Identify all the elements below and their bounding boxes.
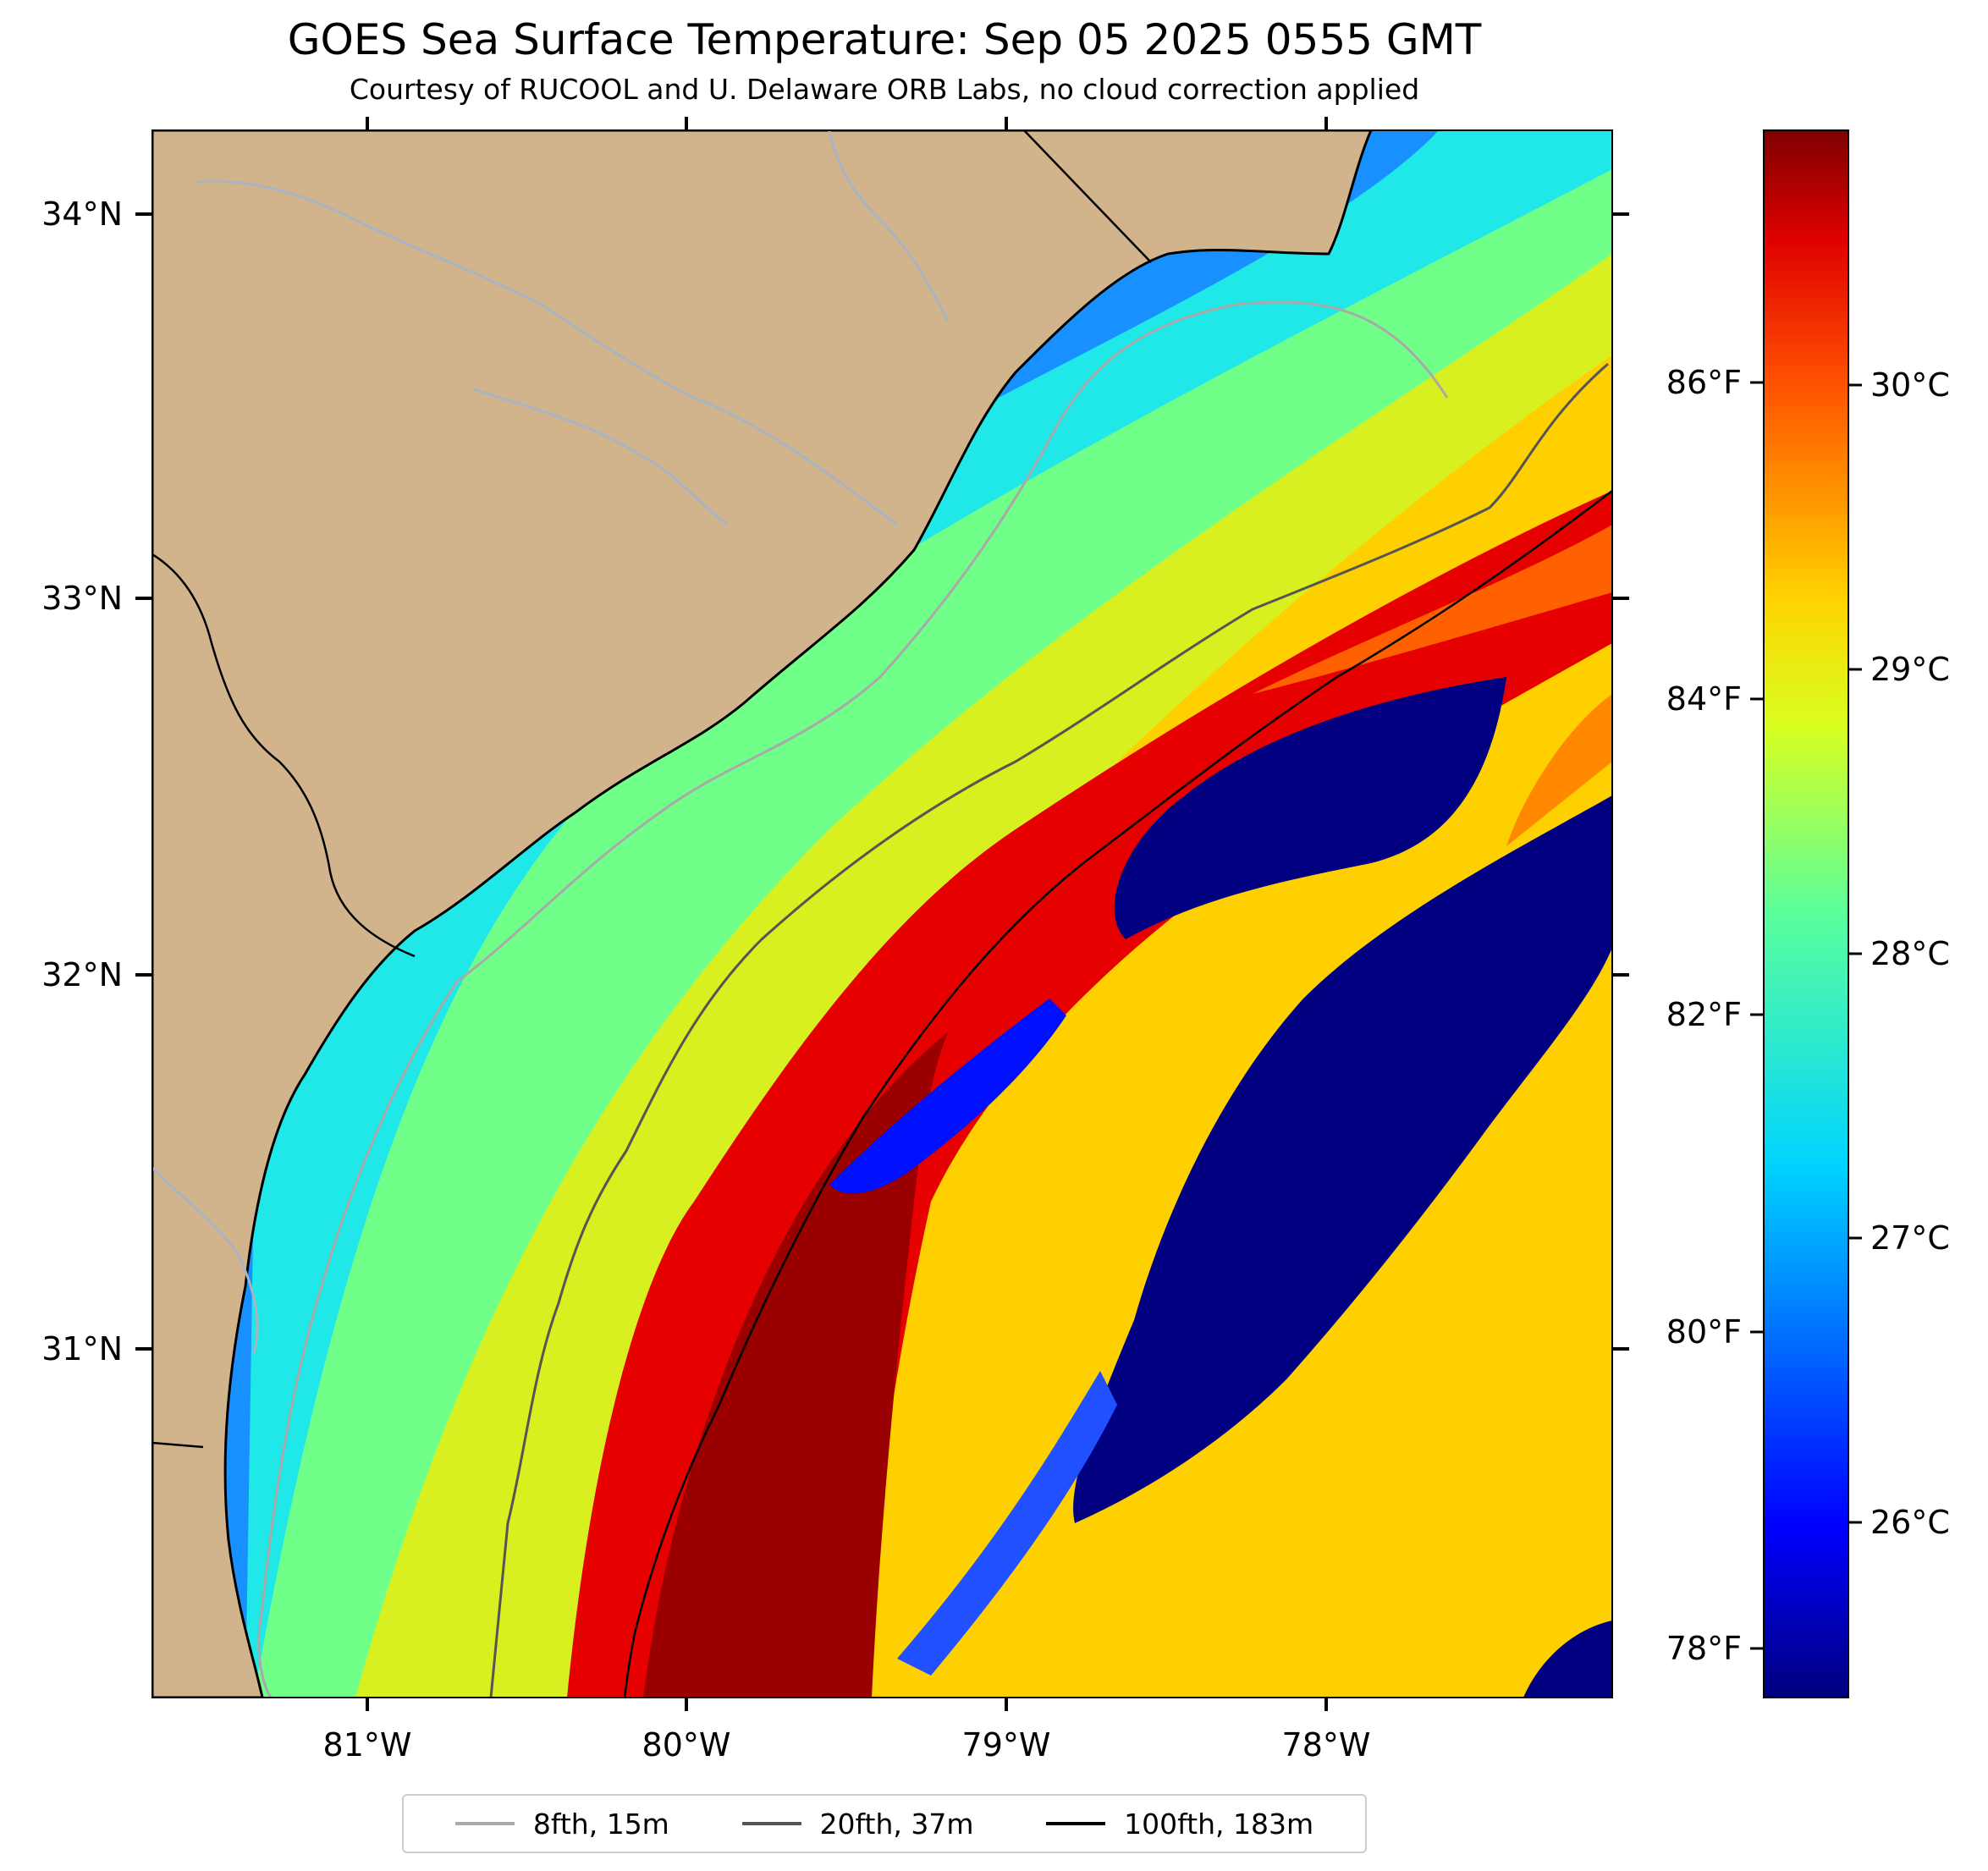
sst-cold-region-main xyxy=(1073,795,1612,1523)
legend-swatch-20fth xyxy=(741,1822,801,1825)
lat-label-34n: 34°N xyxy=(41,195,123,233)
chart-subtitle: Courtesy of RUCOOL and U. Delaware ORB L… xyxy=(349,73,1420,106)
isobath-8fth xyxy=(257,300,1449,1698)
chart-title: GOES Sea Surface Temperature: Sep 05 202… xyxy=(287,15,1482,64)
legend-label-8fth: 8fth, 15m xyxy=(532,1807,669,1841)
colorbar: 86°F 84°F 82°F 80°F 78°F 30°C 29°C 28°C … xyxy=(1666,129,1950,1698)
river-south xyxy=(152,1166,259,1355)
lat-label-33n: 33°N xyxy=(41,580,123,617)
river-upper xyxy=(828,130,950,322)
colorbar-c-label-26: 26°C xyxy=(1870,1504,1950,1541)
lon-label-80w: 80°W xyxy=(642,1726,731,1764)
lon-label-79w: 79°W xyxy=(962,1726,1051,1764)
legend-swatch-8fth xyxy=(454,1822,515,1825)
sst-gulf-stream-core xyxy=(643,1032,948,1698)
colorbar-f-label-86: 86°F xyxy=(1666,364,1742,401)
isobath-20fth xyxy=(489,362,1609,1698)
colorbar-f-label-78: 78°F xyxy=(1666,1630,1742,1667)
lon-label-81w: 81°W xyxy=(323,1726,412,1764)
plot-frame xyxy=(151,129,1613,1698)
state-border-ga-fl xyxy=(152,1441,204,1449)
sst-cold-region-corner xyxy=(1523,1621,1612,1698)
colorbar-f-label-80: 80°F xyxy=(1666,1313,1742,1351)
sst-cold-filament-south xyxy=(897,1371,1117,1676)
legend-label-100fth: 100fth, 183m xyxy=(1124,1807,1314,1841)
colorbar-f-label-82: 82°F xyxy=(1666,996,1742,1033)
lat-label-31n: 31°N xyxy=(41,1330,123,1367)
lat-label-32n: 32°N xyxy=(41,956,123,993)
state-border-nc-sc xyxy=(1023,130,1152,263)
sst-orange-tongue xyxy=(1253,525,1612,694)
sst-cold-region-north xyxy=(1114,677,1506,939)
sst-plot-area xyxy=(152,130,1612,1698)
sst-cold-filament xyxy=(829,999,1066,1194)
legend-item-20fth: 20fth, 37m xyxy=(741,1807,974,1841)
colorbar-f-label-84: 84°F xyxy=(1666,680,1742,718)
colorbar-c-label-28: 28°C xyxy=(1870,935,1950,972)
colorbar-c-label-30: 30°C xyxy=(1870,366,1950,404)
state-border-sc-ga xyxy=(152,553,416,958)
isobath-100fth xyxy=(623,490,1612,1698)
river-central xyxy=(473,388,729,526)
colorbar-c-label-29: 29°C xyxy=(1870,651,1950,688)
latitude-axis: 34°N 33°N 32°N 31°N xyxy=(41,195,1629,1367)
legend-label-20fth: 20fth, 37m xyxy=(819,1807,974,1841)
legend-item-100fth: 100fth, 183m xyxy=(1046,1808,1313,1841)
isobath-legend: 8fth, 15m 20fth, 37m 100fth, 183m xyxy=(402,1794,1367,1853)
river-north xyxy=(194,179,898,526)
legend-swatch-100fth xyxy=(1046,1822,1106,1825)
colorbar-c-label-27: 27°C xyxy=(1870,1219,1950,1257)
sst-orange-offshore xyxy=(1506,694,1612,846)
colorbar-gradient xyxy=(1763,129,1849,1698)
lon-label-78w: 78°W xyxy=(1282,1726,1371,1764)
land-mass xyxy=(152,130,1373,1698)
legend-item-8fth: 8fth, 15m xyxy=(454,1807,669,1841)
longitude-axis: 81°W 80°W 79°W 78°W xyxy=(323,117,1371,1764)
